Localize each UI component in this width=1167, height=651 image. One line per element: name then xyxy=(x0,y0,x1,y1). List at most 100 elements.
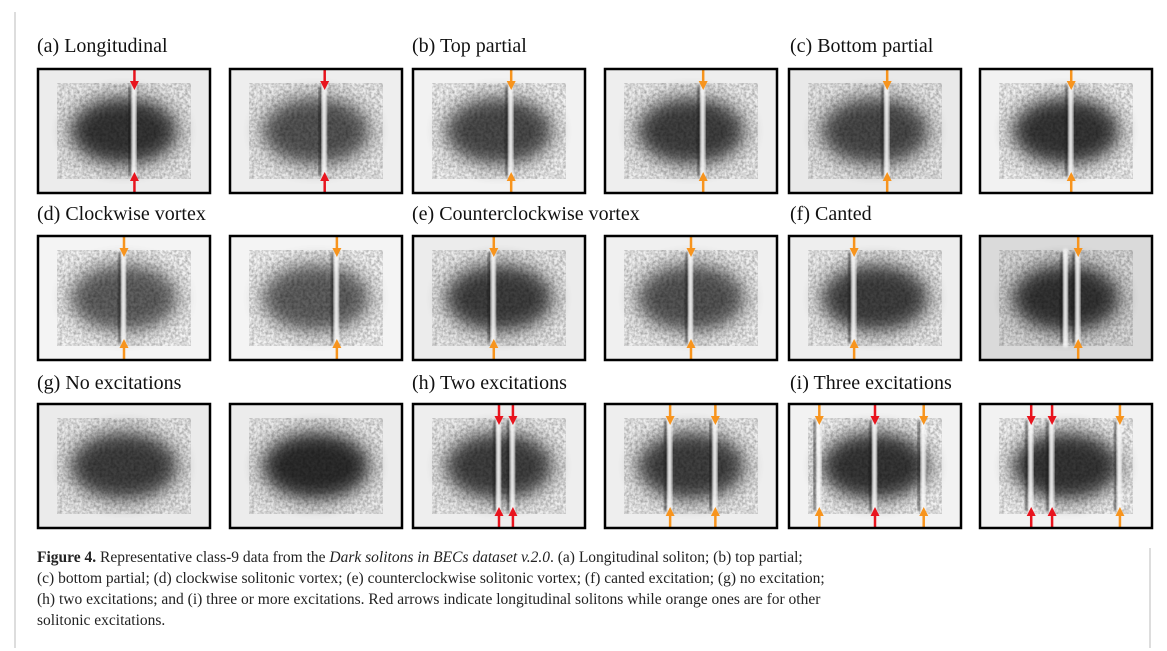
image-content xyxy=(37,235,211,361)
image-content xyxy=(604,235,778,361)
soliton-stripe xyxy=(700,82,705,180)
soliton-edge xyxy=(331,253,334,343)
bec-image xyxy=(229,68,403,194)
soliton-edge xyxy=(813,421,816,511)
soliton-edge xyxy=(493,421,496,511)
soliton-edge xyxy=(1060,253,1063,343)
noise xyxy=(624,83,758,179)
dataset-name: Dark solitons in BECs dataset v.2.0 xyxy=(329,549,550,566)
soliton-stripe xyxy=(491,249,496,347)
bec-image xyxy=(412,68,586,194)
caption-label: Figure 4. xyxy=(37,549,96,566)
image-content xyxy=(604,403,778,529)
panel-label: (a) Longitudinal xyxy=(37,35,168,57)
bec-image xyxy=(979,403,1153,529)
bec-image xyxy=(229,235,403,361)
soliton-stripe xyxy=(131,82,136,180)
panel-label: (f) Canted xyxy=(790,203,872,225)
soliton-stripe xyxy=(884,82,889,180)
soliton-stripe xyxy=(851,249,856,347)
caption-text: Representative class-9 data from the xyxy=(96,549,329,566)
noise xyxy=(624,418,758,514)
caption-line: Figure 4. Representative class-9 data fr… xyxy=(37,547,1147,568)
caption: Figure 4. Representative class-9 data fr… xyxy=(37,547,1147,631)
soliton-stripe xyxy=(667,417,672,515)
bec-image xyxy=(979,68,1153,194)
soliton-edge xyxy=(505,86,508,176)
bec-image xyxy=(604,403,778,529)
soliton-stripe xyxy=(496,417,501,515)
panels: (a) Longitudinal (b) Top partial (c) Botto… xyxy=(37,35,1153,529)
soliton-edge xyxy=(869,421,872,511)
bec-image xyxy=(229,403,403,529)
panel-label: (h) Two excitations xyxy=(412,372,567,394)
image-content xyxy=(979,403,1153,529)
bec-image xyxy=(412,235,586,361)
image-content xyxy=(412,403,586,529)
soliton-edge xyxy=(848,253,851,343)
bec-image xyxy=(979,235,1153,361)
panel-label: (c) Bottom partial xyxy=(790,35,934,57)
image-content xyxy=(788,235,962,361)
bec-image xyxy=(37,403,211,529)
panel-label: (d) Clockwise vortex xyxy=(37,203,206,225)
image-content xyxy=(37,403,211,529)
soliton-edge xyxy=(685,253,688,343)
caption-line: (c) bottom partial; (d) clockwise solito… xyxy=(37,568,1147,589)
caption-text: . (a) Longitudinal soliton; (b) top part… xyxy=(550,549,803,566)
caption-line: solitonic excitations. xyxy=(37,610,1147,631)
soliton-edge xyxy=(1025,421,1028,511)
soliton-stripe xyxy=(510,417,515,515)
noise xyxy=(432,250,566,346)
panel-label: (i) Three excitations xyxy=(790,372,952,394)
soliton-edge xyxy=(918,421,921,511)
soliton-edge xyxy=(319,86,322,176)
bec-image xyxy=(37,68,211,194)
page: (a) Longitudinal (b) Top partial (c) Botto… xyxy=(0,0,1167,651)
soliton-stripe xyxy=(872,417,877,515)
noise xyxy=(808,250,942,346)
noise xyxy=(249,418,383,514)
image-content xyxy=(604,68,778,194)
bec-image xyxy=(604,235,778,361)
bec-image xyxy=(788,235,962,361)
soliton-edge xyxy=(709,421,712,511)
caption-line: (h) two excitations; and (i) three or mo… xyxy=(37,589,1147,610)
image-content xyxy=(229,403,403,529)
soliton-stripe xyxy=(1028,417,1033,515)
soliton-stripe xyxy=(1075,249,1080,347)
soliton-stripe xyxy=(816,417,821,515)
image-content xyxy=(788,68,962,194)
soliton-edge xyxy=(881,86,884,176)
noise xyxy=(249,83,383,179)
image-content xyxy=(229,235,403,361)
noise xyxy=(57,418,191,514)
image-content xyxy=(979,68,1153,194)
soliton-edge xyxy=(507,421,510,511)
soliton-stripe xyxy=(508,82,513,180)
image-content xyxy=(788,403,962,529)
image-content xyxy=(37,68,211,194)
soliton-stripe xyxy=(1068,82,1073,180)
soliton-stripe xyxy=(921,417,926,515)
soliton-edge xyxy=(128,86,131,176)
panel-label: (b) Top partial xyxy=(412,35,527,57)
soliton-edge xyxy=(488,253,491,343)
bec-image xyxy=(788,68,962,194)
bec-image xyxy=(37,235,211,361)
soliton-edge xyxy=(697,86,700,176)
image-content xyxy=(979,235,1153,361)
noise xyxy=(808,83,942,179)
soliton-edge xyxy=(664,421,667,511)
noise xyxy=(249,250,383,346)
bec-image xyxy=(604,68,778,194)
image-content xyxy=(412,68,586,194)
soliton-stripe xyxy=(334,249,339,347)
noise xyxy=(999,418,1133,514)
soliton-edge xyxy=(1072,253,1075,343)
soliton-edge xyxy=(1046,421,1049,511)
soliton-stripe xyxy=(322,82,327,180)
soliton-stripe xyxy=(688,249,693,347)
soliton-stripe xyxy=(1117,417,1122,515)
soliton-edge xyxy=(1065,86,1068,176)
